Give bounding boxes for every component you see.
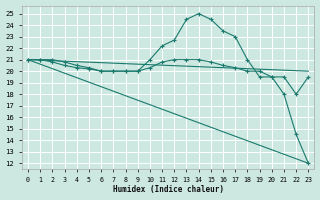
X-axis label: Humidex (Indice chaleur): Humidex (Indice chaleur): [113, 185, 224, 194]
